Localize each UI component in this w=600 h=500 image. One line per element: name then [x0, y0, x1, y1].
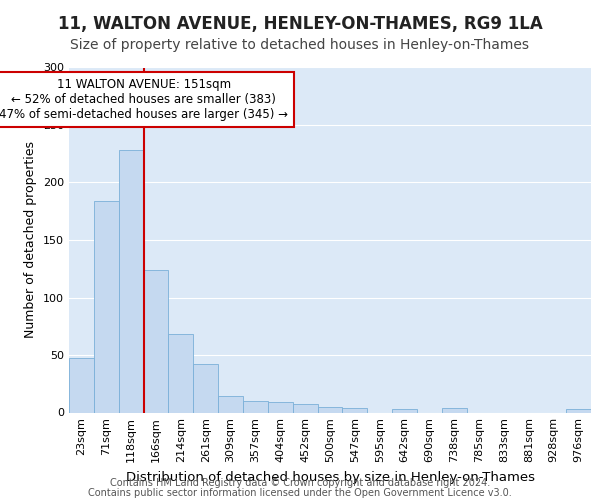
Bar: [293, 404, 317, 412]
Text: Size of property relative to detached houses in Henley-on-Thames: Size of property relative to detached ho…: [71, 38, 530, 52]
Text: 11 WALTON AVENUE: 151sqm
← 52% of detached houses are smaller (383)
47% of semi-: 11 WALTON AVENUE: 151sqm ← 52% of detach…: [0, 78, 288, 121]
Bar: [169, 334, 193, 412]
Bar: [119, 150, 143, 412]
Text: Contains HM Land Registry data © Crown copyright and database right 2024.: Contains HM Land Registry data © Crown c…: [110, 478, 490, 488]
Bar: [69, 358, 94, 412]
Bar: [243, 401, 268, 412]
Bar: [392, 409, 417, 412]
Text: 11, WALTON AVENUE, HENLEY-ON-THAMES, RG9 1LA: 11, WALTON AVENUE, HENLEY-ON-THAMES, RG9…: [58, 15, 542, 33]
Bar: [566, 409, 591, 412]
Bar: [317, 407, 343, 412]
Bar: [218, 396, 243, 412]
X-axis label: Distribution of detached houses by size in Henley-on-Thames: Distribution of detached houses by size …: [125, 471, 535, 484]
Bar: [94, 201, 119, 412]
Bar: [343, 408, 367, 412]
Bar: [143, 270, 169, 412]
Bar: [442, 408, 467, 412]
Y-axis label: Number of detached properties: Number of detached properties: [25, 142, 37, 338]
Bar: [193, 364, 218, 412]
Text: Contains public sector information licensed under the Open Government Licence v3: Contains public sector information licen…: [88, 488, 512, 498]
Bar: [268, 402, 293, 412]
